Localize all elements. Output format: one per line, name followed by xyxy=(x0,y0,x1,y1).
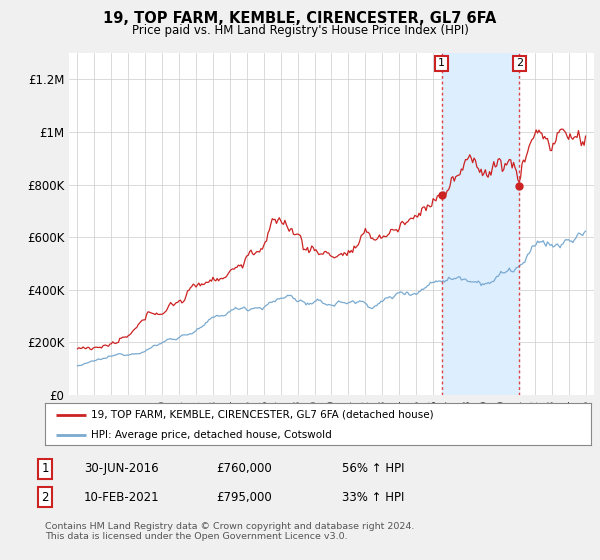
Text: 30-JUN-2016: 30-JUN-2016 xyxy=(84,462,158,475)
Text: £795,000: £795,000 xyxy=(216,491,272,504)
Text: 2: 2 xyxy=(516,58,523,68)
Text: 1: 1 xyxy=(41,462,49,475)
Text: 10-FEB-2021: 10-FEB-2021 xyxy=(84,491,160,504)
Text: 1: 1 xyxy=(438,58,445,68)
Text: 2: 2 xyxy=(41,491,49,504)
Text: Contains HM Land Registry data © Crown copyright and database right 2024.
This d: Contains HM Land Registry data © Crown c… xyxy=(45,522,415,542)
Text: 19, TOP FARM, KEMBLE, CIRENCESTER, GL7 6FA: 19, TOP FARM, KEMBLE, CIRENCESTER, GL7 6… xyxy=(103,11,497,26)
Text: HPI: Average price, detached house, Cotswold: HPI: Average price, detached house, Cots… xyxy=(91,430,332,440)
Text: 19, TOP FARM, KEMBLE, CIRENCESTER, GL7 6FA (detached house): 19, TOP FARM, KEMBLE, CIRENCESTER, GL7 6… xyxy=(91,409,434,419)
Text: £760,000: £760,000 xyxy=(216,462,272,475)
Text: Price paid vs. HM Land Registry's House Price Index (HPI): Price paid vs. HM Land Registry's House … xyxy=(131,24,469,37)
Text: 33% ↑ HPI: 33% ↑ HPI xyxy=(342,491,404,504)
Text: 56% ↑ HPI: 56% ↑ HPI xyxy=(342,462,404,475)
Bar xyxy=(442,53,520,395)
